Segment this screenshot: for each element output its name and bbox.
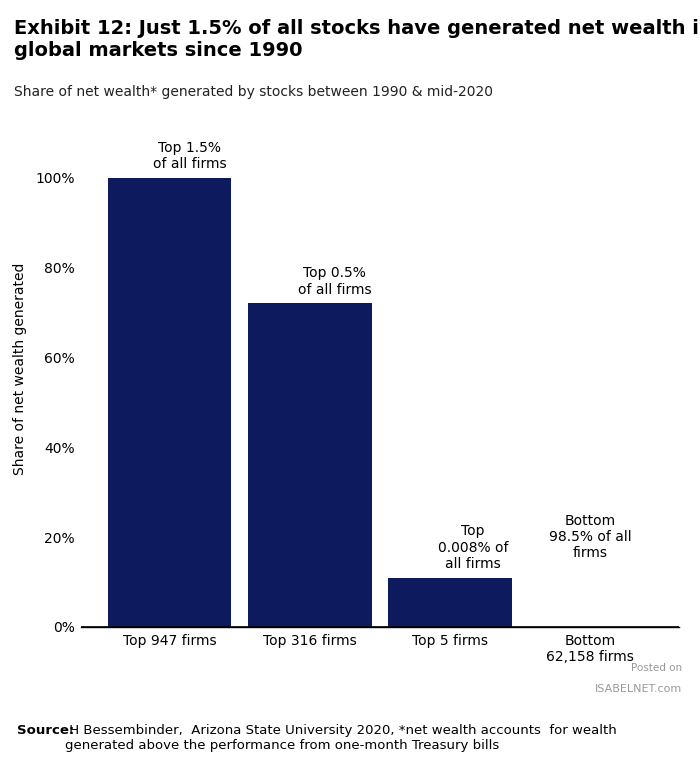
Text: Share of net wealth* generated by stocks between 1990 & mid-2020: Share of net wealth* generated by stocks… — [14, 85, 493, 99]
Text: Top
0.008% of
all firms: Top 0.008% of all firms — [438, 524, 508, 571]
Text: Bottom
98.5% of all
firms: Bottom 98.5% of all firms — [549, 514, 631, 560]
Text: Top 0.5%
of all firms: Top 0.5% of all firms — [298, 267, 371, 296]
Text: Top 1.5%
of all firms: Top 1.5% of all firms — [153, 141, 226, 171]
Y-axis label: Share of net wealth generated: Share of net wealth generated — [13, 262, 27, 475]
Text: H Bessembinder,  Arizona State University 2020, *net wealth accounts  for wealth: H Bessembinder, Arizona State University… — [65, 724, 617, 752]
Bar — [248, 303, 372, 627]
Text: Source:: Source: — [18, 724, 75, 736]
Text: Posted on: Posted on — [631, 663, 682, 673]
Text: Exhibit 12: Just 1.5% of all stocks have generated net wealth in the
global mark: Exhibit 12: Just 1.5% of all stocks have… — [14, 19, 700, 60]
Bar — [388, 578, 512, 627]
Text: ISABELNET.com: ISABELNET.com — [595, 684, 682, 694]
Bar — [108, 178, 232, 627]
